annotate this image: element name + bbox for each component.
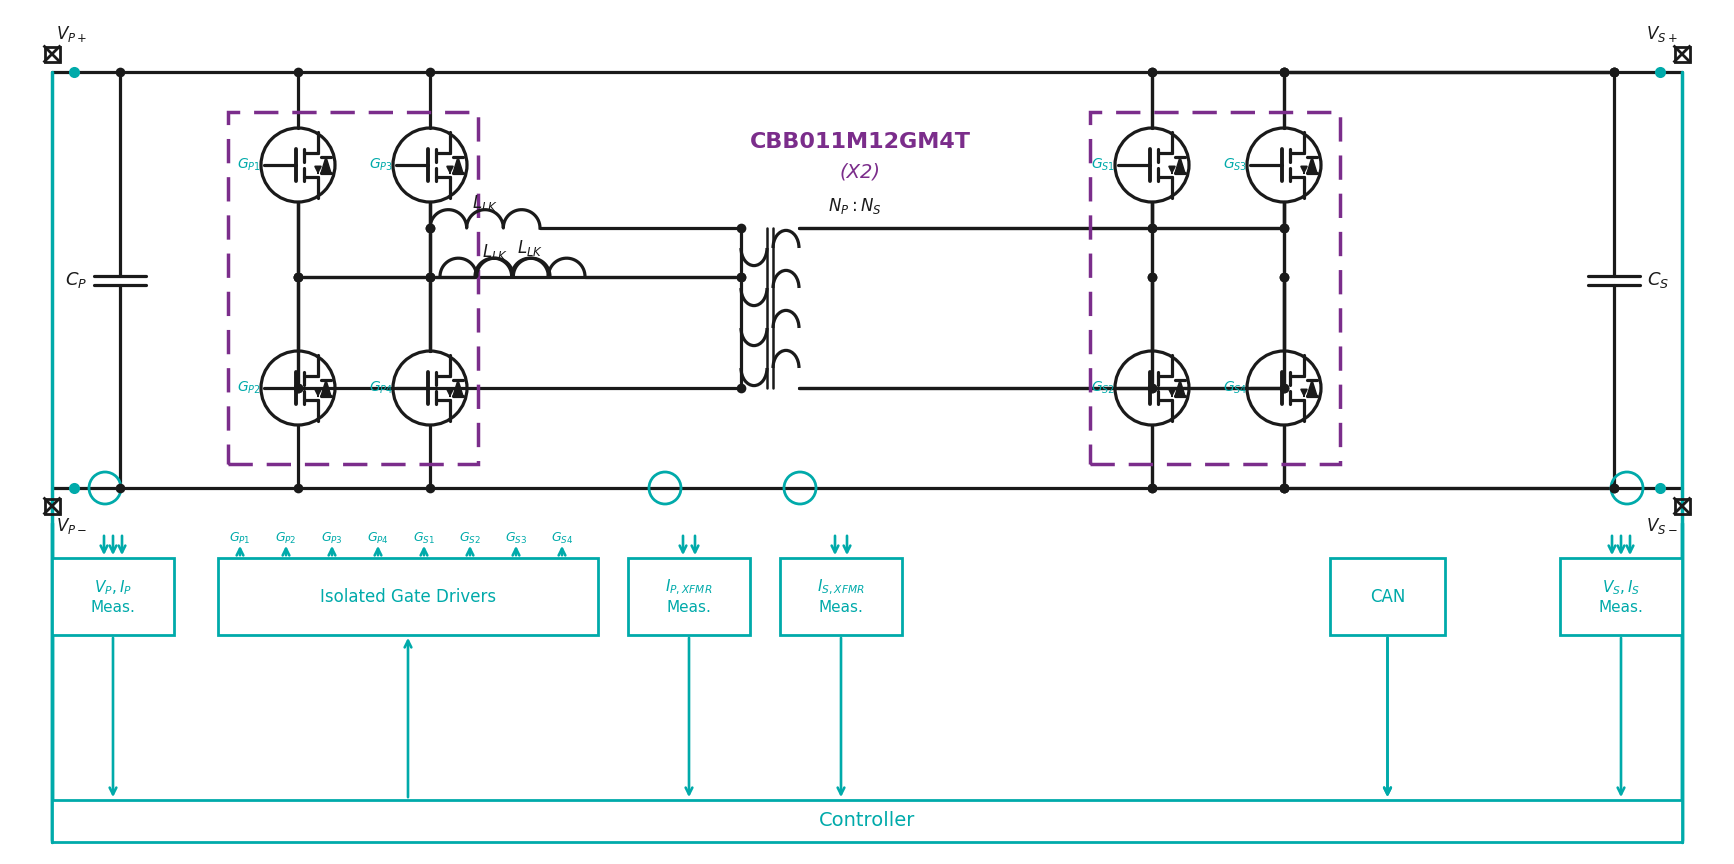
- Polygon shape: [321, 380, 331, 396]
- Text: $G_{P4}$: $G_{P4}$: [369, 380, 394, 397]
- Text: CAN: CAN: [1370, 588, 1405, 606]
- Polygon shape: [1176, 157, 1184, 173]
- Text: $V_P, I_P$
Meas.: $V_P, I_P$ Meas.: [90, 579, 135, 614]
- Text: $G_{S3}$: $G_{S3}$: [505, 530, 527, 545]
- Text: $V_{P-}$: $V_{P-}$: [55, 516, 87, 536]
- Text: $G_{S2}$: $G_{S2}$: [460, 530, 480, 545]
- Text: $V_{P+}$: $V_{P+}$: [55, 24, 87, 44]
- Polygon shape: [1307, 157, 1318, 173]
- Polygon shape: [1307, 380, 1318, 396]
- Bar: [52, 558, 173, 635]
- Text: $G_{P3}$: $G_{P3}$: [369, 156, 394, 173]
- Text: $G_{S4}$: $G_{S4}$: [1222, 380, 1247, 397]
- Bar: [45, 499, 59, 513]
- Text: $L_{LK}$: $L_{LK}$: [482, 242, 508, 262]
- Text: $G_{P2}$: $G_{P2}$: [238, 380, 260, 397]
- Bar: [218, 558, 598, 635]
- Text: $N_P:N_S$: $N_P:N_S$: [829, 196, 883, 216]
- Text: $G_{S1}$: $G_{S1}$: [413, 530, 435, 545]
- Text: $L_{LK}$: $L_{LK}$: [472, 193, 498, 213]
- Text: $G_{P1}$: $G_{P1}$: [238, 156, 260, 173]
- Text: $L_{LK}$: $L_{LK}$: [517, 238, 543, 258]
- Bar: [1091, 112, 1340, 464]
- Text: $G_{S2}$: $G_{S2}$: [1091, 380, 1115, 397]
- Polygon shape: [453, 380, 463, 396]
- Text: $I_{P,XFMR}$
Meas.: $I_{P,XFMR}$ Meas.: [666, 578, 713, 615]
- Polygon shape: [453, 157, 463, 173]
- Text: $I_{S,XFMR}$
Meas.: $I_{S,XFMR}$ Meas.: [817, 578, 865, 615]
- Bar: [628, 558, 751, 635]
- Text: $G_{S3}$: $G_{S3}$: [1222, 156, 1247, 173]
- Bar: [1561, 558, 1682, 635]
- Bar: [1675, 499, 1689, 513]
- Text: $G_{S4}$: $G_{S4}$: [551, 530, 574, 545]
- Text: $V_S, I_S$
Meas.: $V_S, I_S$ Meas.: [1599, 579, 1644, 614]
- Text: $C_S$: $C_S$: [1647, 270, 1670, 290]
- Text: $V_{S+}$: $V_{S+}$: [1647, 24, 1679, 44]
- Text: $G_{P3}$: $G_{P3}$: [321, 530, 343, 545]
- Text: CBB011M12GM4T: CBB011M12GM4T: [749, 132, 971, 152]
- Bar: [1675, 47, 1689, 61]
- Text: $C_P$: $C_P$: [64, 270, 87, 290]
- Bar: [1330, 558, 1444, 635]
- Bar: [227, 112, 479, 464]
- Text: Isolated Gate Drivers: Isolated Gate Drivers: [321, 588, 496, 606]
- Bar: [52, 800, 1682, 842]
- Polygon shape: [1176, 380, 1184, 396]
- Text: $G_{P4}$: $G_{P4}$: [368, 530, 388, 545]
- Text: Controller: Controller: [818, 811, 916, 830]
- Text: $G_{S1}$: $G_{S1}$: [1091, 156, 1115, 173]
- Text: (X2): (X2): [839, 162, 881, 181]
- Polygon shape: [321, 157, 331, 173]
- Text: $V_{S-}$: $V_{S-}$: [1647, 516, 1679, 536]
- Bar: [45, 47, 59, 61]
- Text: $G_{P1}$: $G_{P1}$: [229, 530, 251, 545]
- Text: $G_{P2}$: $G_{P2}$: [276, 530, 297, 545]
- Bar: [780, 558, 902, 635]
